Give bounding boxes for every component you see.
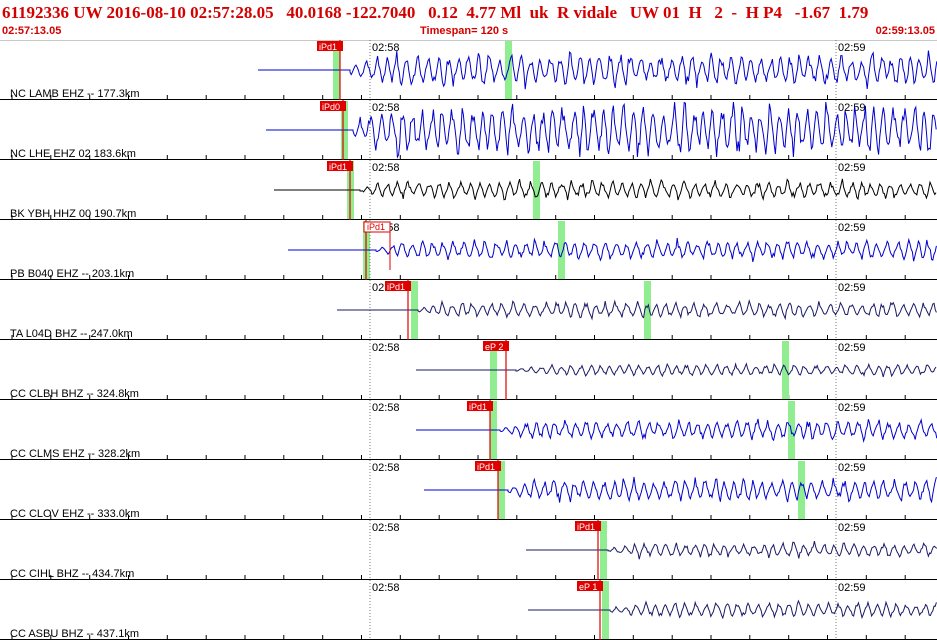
pick-label: eP 2: [485, 342, 503, 352]
pick-label: iPd1: [577, 522, 595, 532]
trace-row[interactable]: 02:58 02:59 eP 1 CC ASBU BHZ -- 437.1km: [0, 580, 937, 640]
waveform: [274, 178, 937, 201]
minute-label: 02:59: [838, 462, 866, 474]
start-time: 02:57:13.05: [2, 25, 62, 37]
minute-label: 02:58: [372, 582, 400, 594]
waveform: [266, 101, 937, 159]
station-label: TA L04D BHZ -- 247.0km: [10, 328, 133, 340]
waveform: [416, 362, 937, 378]
minute-label: 02:58: [372, 462, 400, 474]
minute-label: 02:59: [838, 282, 866, 294]
pick-flag[interactable]: [475, 461, 501, 471]
minute-label: 02:59: [838, 222, 866, 234]
station-label: NC LHE EHZ 02 183.6km: [10, 148, 136, 160]
minute-label: 02:59: [838, 102, 866, 114]
pick-flag[interactable]: [575, 521, 601, 531]
pick-flag[interactable]: [327, 161, 353, 171]
pick-label: iPd1: [367, 222, 385, 232]
event-title: 61192336 UW 2016-08-10 02:57:28.05 40.01…: [2, 3, 869, 22]
phase-band: [782, 341, 789, 399]
phase-band: [644, 281, 651, 339]
pick-label: iPd1: [319, 42, 337, 52]
trace-row[interactable]: 02:58 02:59 iPd1 BK YBH HHZ 00 190.7km: [0, 160, 937, 220]
minute-label: 02:58: [372, 522, 400, 534]
station-label: CC CLOV EHZ -- 333.0km: [10, 508, 140, 520]
pick-flag[interactable]: [385, 281, 411, 291]
minute-label: 02:59: [838, 162, 866, 174]
minute-label: 02:59: [838, 42, 866, 54]
phase-band: [533, 161, 540, 219]
pick-label: iPd1: [469, 402, 487, 412]
pick-label: eP 1: [579, 582, 597, 592]
minute-label: 02:58: [372, 162, 400, 174]
waveform: [258, 50, 937, 90]
station-label: BK YBH HHZ 00 190.7km: [10, 208, 136, 220]
minute-label: 02:58: [372, 342, 400, 354]
trace-row[interactable]: 02:58 02:59 eP 2 CC CLBH BHZ -- 324.8km: [0, 340, 937, 400]
station-label: NC LAMB EHZ -- 177.3km: [10, 88, 140, 100]
station-label: CC CLBH BHZ -- 324.8km: [10, 388, 139, 400]
minute-label: 02:58: [372, 402, 400, 414]
waveform: [528, 599, 937, 620]
timespan-label: Timespan= 120 s: [420, 25, 509, 37]
pick-flag[interactable]: [320, 101, 346, 111]
pick-label: iPd1: [387, 282, 405, 292]
minute-label: 02:59: [838, 582, 866, 594]
waveform: [526, 540, 937, 560]
minute-label: 02:59: [838, 342, 866, 354]
pick-flag[interactable]: [363, 221, 391, 233]
waveform: [288, 237, 937, 263]
minute-label: 02:59: [838, 402, 866, 414]
header-bar: 61192336 UW 2016-08-10 02:57:28.05 40.01…: [0, 0, 937, 41]
waveform: [416, 417, 937, 443]
pick-label: iPd0: [322, 102, 340, 112]
phase-band: [798, 461, 805, 519]
minute-label: 02:58: [372, 42, 400, 54]
phase-band: [558, 221, 565, 279]
end-time: 02:59:13.05: [875, 25, 935, 37]
station-label: CC CIHL BHZ -- 434.7km: [10, 568, 134, 580]
trace-row[interactable]: 02:58 02:59 iPd1 NC LAMB EHZ -- 177.3km: [0, 40, 937, 100]
trace-row[interactable]: 02:58 02:59 iPd1 CC CLMS EHZ -- 328.2km: [0, 400, 937, 460]
trace-row[interactable]: 02:58 02:59 iPd1 CC CIHL BHZ -- 434.7km: [0, 520, 937, 580]
station-label: CC ASBU BHZ -- 437.1km: [10, 628, 139, 640]
waveform: [337, 298, 937, 321]
pick-label: iPd1: [329, 162, 347, 172]
station-label: CC CLMS EHZ -- 328.2km: [10, 448, 140, 460]
pick-flag[interactable]: [577, 581, 603, 591]
pick-flag[interactable]: [467, 401, 493, 411]
pick-flag[interactable]: [483, 341, 509, 351]
trace-row[interactable]: 02:58 02:59 iPd0 NC LHE EHZ 02 183.6km: [0, 100, 937, 160]
trace-row[interactable]: 02:58 02:59 iPd1 CC CLOV EHZ -- 333.0km: [0, 460, 937, 520]
station-label: PB B040 EHZ -- 203.1km: [10, 268, 134, 280]
pick-flag[interactable]: [317, 41, 343, 51]
waveform: [424, 476, 937, 504]
minute-label: 02:59: [838, 522, 866, 534]
pick-label: iPd1: [477, 462, 495, 472]
minute-label: 02:58: [372, 102, 400, 114]
